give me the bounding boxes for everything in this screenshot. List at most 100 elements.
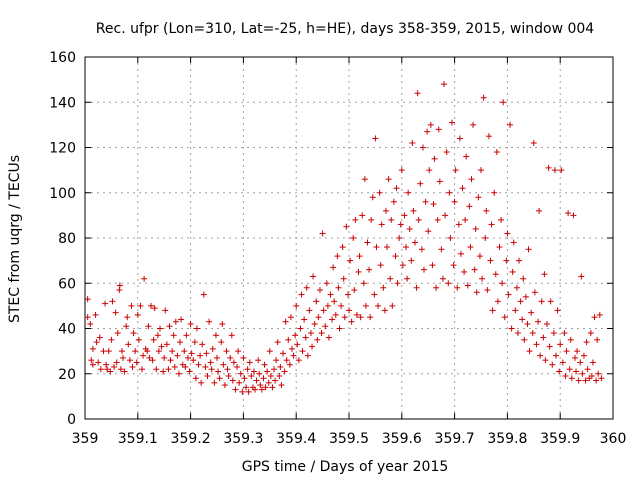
data-point (430, 201, 437, 208)
data-point (221, 382, 228, 389)
data-point (323, 280, 330, 287)
data-point (568, 375, 575, 382)
data-point (92, 311, 99, 318)
data-point (111, 363, 118, 370)
data-point (488, 221, 495, 228)
data-point (150, 336, 157, 343)
data-point (336, 325, 343, 332)
data-point (352, 216, 359, 223)
data-point (438, 246, 445, 253)
data-point (202, 363, 209, 370)
data-point (435, 126, 442, 133)
data-point (330, 264, 337, 271)
data-point (355, 268, 362, 275)
data-point (369, 194, 376, 201)
data-point (496, 244, 503, 251)
data-point (591, 314, 598, 321)
data-point (378, 221, 385, 228)
data-point (248, 373, 255, 380)
data-point (362, 302, 369, 309)
data-point (466, 203, 473, 210)
data-point (245, 388, 252, 395)
y-tick-label: 80 (58, 231, 76, 247)
data-point (132, 348, 139, 355)
data-point (589, 359, 596, 366)
data-point (583, 339, 590, 346)
data-point (512, 307, 519, 314)
data-point (265, 379, 272, 386)
data-point (234, 363, 241, 370)
data-point (526, 348, 533, 355)
data-point (287, 314, 294, 321)
data-point (491, 189, 498, 196)
data-point (109, 298, 116, 305)
data-point (112, 309, 119, 316)
data-point (456, 135, 463, 142)
data-point (190, 357, 197, 364)
data-point (425, 228, 432, 235)
data-point (126, 357, 133, 364)
data-point (398, 167, 405, 174)
data-point (314, 336, 321, 343)
data-point (361, 176, 368, 183)
data-point (519, 316, 526, 323)
x-tick-label: 360 (600, 431, 627, 447)
data-point (397, 221, 404, 228)
data-point (451, 198, 458, 205)
data-point (230, 359, 237, 366)
data-point (387, 275, 394, 282)
data-point (302, 334, 309, 341)
data-point (193, 325, 200, 332)
data-point (102, 300, 109, 307)
data-point (478, 167, 484, 174)
data-point (89, 361, 96, 368)
x-axis-ticks: 359 359.1 359.2 359.3 359.4 359.5 359.6 359.7 35… (72, 57, 627, 447)
data-point (84, 296, 91, 303)
data-point (596, 311, 603, 318)
y-tick-label: 40 (58, 322, 76, 338)
data-point (156, 325, 163, 332)
data-point (88, 357, 95, 364)
data-point (134, 311, 141, 318)
data-point (307, 330, 314, 337)
data-point (118, 348, 125, 355)
data-point (588, 373, 595, 380)
data-point (311, 320, 318, 327)
data-point (105, 348, 112, 355)
data-point (360, 280, 367, 287)
data-point (158, 343, 165, 350)
data-point (516, 257, 523, 264)
data-point (163, 341, 170, 348)
data-point (225, 373, 232, 380)
data-point (214, 354, 220, 361)
data-point (528, 309, 535, 316)
data-point (505, 291, 512, 298)
data-point (467, 244, 474, 251)
data-point (301, 316, 308, 323)
data-point (541, 271, 548, 278)
data-point (595, 370, 602, 377)
data-point (153, 366, 160, 373)
data-point (520, 275, 527, 282)
data-point (294, 341, 301, 348)
data-point (104, 366, 111, 373)
data-point (174, 352, 181, 359)
data-point (529, 330, 536, 337)
data-point (187, 320, 194, 327)
data-point (401, 212, 408, 219)
data-point (485, 133, 492, 140)
data-point (457, 250, 464, 257)
data-point (306, 307, 313, 314)
data-point (359, 212, 366, 219)
data-point (574, 348, 581, 355)
data-point (561, 330, 568, 337)
data-point (316, 287, 323, 294)
data-point (228, 332, 235, 339)
data-point (472, 225, 479, 232)
data-point (303, 284, 310, 291)
data-point (579, 370, 586, 377)
data-point (571, 354, 578, 361)
data-point (368, 216, 375, 223)
data-point (235, 348, 242, 355)
data-point (319, 230, 326, 237)
